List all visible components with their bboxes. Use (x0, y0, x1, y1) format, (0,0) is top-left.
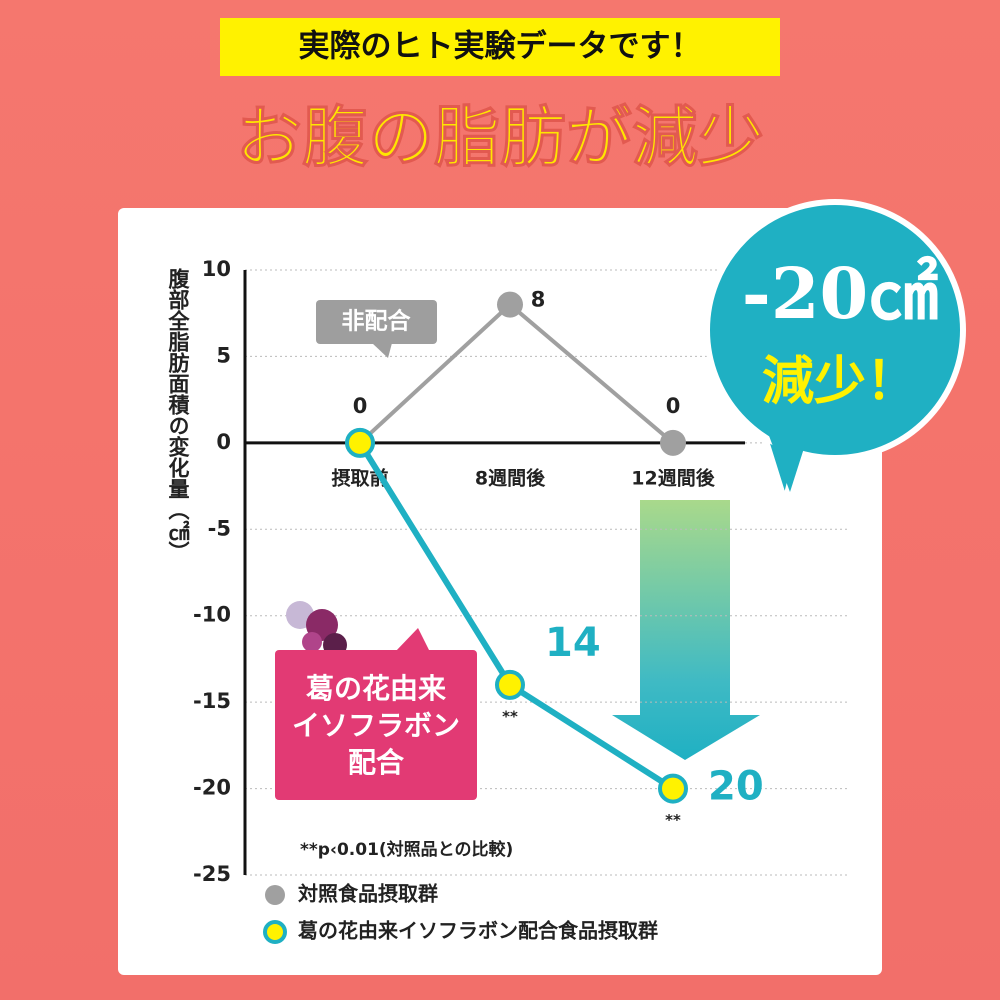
badge (704, 199, 966, 510)
x-tick-label: 12週間後 (631, 466, 715, 489)
y-tick-label: 0 (216, 430, 231, 454)
plot: 10 5 0 -5 -10 -15 -20 -25 摂取前 8週間後 12週間後 0 8 0 14 ** 20 *… (193, 257, 850, 886)
data-point (495, 669, 525, 700)
data-point (660, 429, 686, 456)
y-tick-label: -20 (193, 776, 231, 800)
data-label: 8 (531, 288, 546, 312)
legend-label: 葛の花由来イソフラボン配合食品摂取群 (297, 919, 658, 943)
y-tick-label: -5 (208, 516, 231, 540)
data-label: 0 (353, 394, 368, 418)
x-tick-label: 8週間後 (475, 466, 546, 489)
callout-tail (372, 343, 392, 358)
headline: お腹の脂肪が減少 (236, 99, 764, 176)
data-label: 14 (545, 620, 601, 666)
data-label: 0 (666, 394, 681, 418)
y-tick-label: 5 (216, 343, 231, 367)
x-tick-label: 摂取前 (331, 466, 388, 489)
decrease-arrow (612, 500, 760, 760)
callout-tail (395, 628, 430, 652)
data-point (345, 427, 375, 458)
y-tick-label: -15 (193, 689, 231, 713)
footnote: **p‹0.01(対照品との比較) (300, 839, 513, 860)
y-tick-label: 10 (202, 257, 231, 281)
banner (220, 18, 780, 76)
significance: ** (502, 707, 518, 725)
badge-text: 減少！ (762, 352, 918, 412)
y-tick-label: -25 (193, 862, 231, 886)
y-axis-label: 腹部全脂肪面積の変化量（㎠） (166, 267, 191, 562)
data-point (658, 773, 688, 804)
control-callout-text: 非配合 (342, 308, 412, 335)
data-point (497, 291, 523, 318)
test-callout-text: イソフラボン (292, 709, 460, 742)
significance: ** (665, 811, 681, 829)
banner-text: 実際のヒト実験データです！ (299, 29, 702, 65)
legend-marker (265, 885, 285, 905)
data-label: 20 (708, 764, 764, 810)
test-callout (275, 650, 477, 800)
control-callout (316, 300, 437, 344)
test-callout-text: 配合 (348, 746, 405, 779)
badge-amount: -20㎠ (742, 252, 938, 335)
legend-marker (263, 920, 287, 944)
test-callout-text: 葛の花由来 (306, 672, 446, 705)
y-tick-label: -10 (193, 603, 231, 627)
legend-label: 対照食品摂取群 (297, 882, 438, 906)
